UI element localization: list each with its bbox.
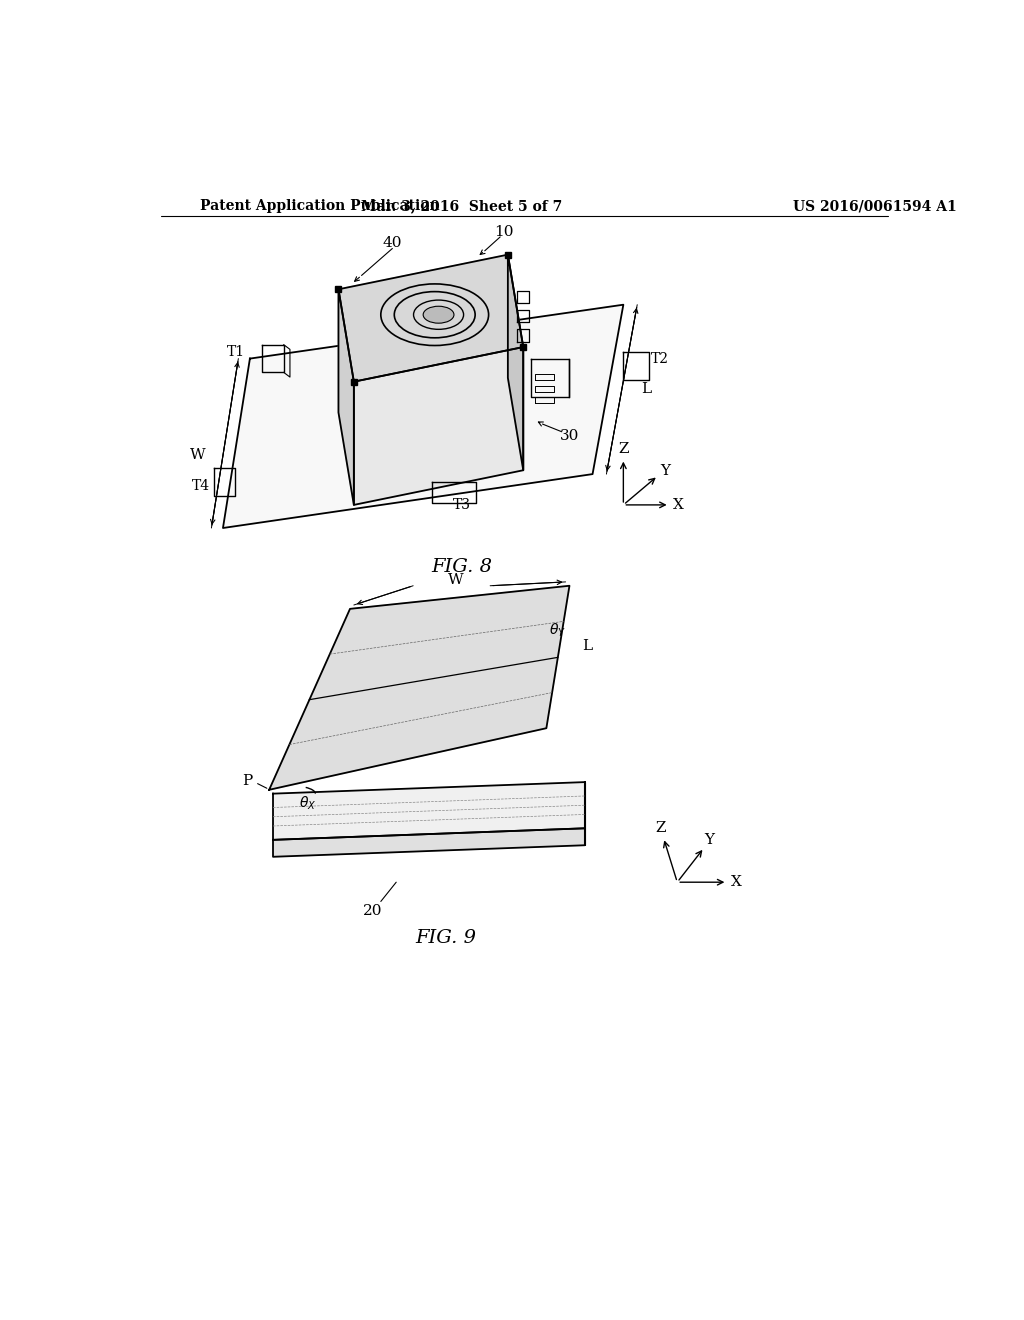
Text: 10: 10 xyxy=(495,224,514,239)
Polygon shape xyxy=(273,781,585,840)
Text: Mar. 3, 2016  Sheet 5 of 7: Mar. 3, 2016 Sheet 5 of 7 xyxy=(361,199,562,213)
Text: $\theta_Y$: $\theta_Y$ xyxy=(549,622,566,639)
Text: P: P xyxy=(243,774,253,788)
Text: US 2016/0061594 A1: US 2016/0061594 A1 xyxy=(793,199,956,213)
Text: T4: T4 xyxy=(193,479,211,492)
Polygon shape xyxy=(339,255,523,381)
Text: T1: T1 xyxy=(227,346,245,359)
Text: T2: T2 xyxy=(651,351,670,366)
Text: Y: Y xyxy=(705,833,715,847)
Text: FIG. 9: FIG. 9 xyxy=(416,929,477,946)
Text: L: L xyxy=(582,639,592,653)
Text: $\theta_X$: $\theta_X$ xyxy=(299,795,316,812)
Text: Y: Y xyxy=(659,465,670,478)
Polygon shape xyxy=(223,305,624,528)
Text: L: L xyxy=(641,383,651,396)
Text: 20: 20 xyxy=(364,904,383,919)
Polygon shape xyxy=(273,829,585,857)
Text: Patent Application Publication: Patent Application Publication xyxy=(200,199,439,213)
Ellipse shape xyxy=(423,306,454,323)
Polygon shape xyxy=(269,586,569,789)
Text: 30: 30 xyxy=(560,429,580,442)
Text: Z: Z xyxy=(618,442,629,457)
Polygon shape xyxy=(339,289,354,506)
Polygon shape xyxy=(354,347,523,506)
Text: Z: Z xyxy=(655,821,666,836)
Text: X: X xyxy=(674,498,684,512)
Text: FIG. 8: FIG. 8 xyxy=(431,557,493,576)
Text: T3: T3 xyxy=(453,498,471,512)
Polygon shape xyxy=(508,255,523,470)
Text: X: X xyxy=(731,875,742,890)
Text: W: W xyxy=(447,573,463,587)
Text: 40: 40 xyxy=(383,236,402,249)
Text: W: W xyxy=(189,447,206,462)
